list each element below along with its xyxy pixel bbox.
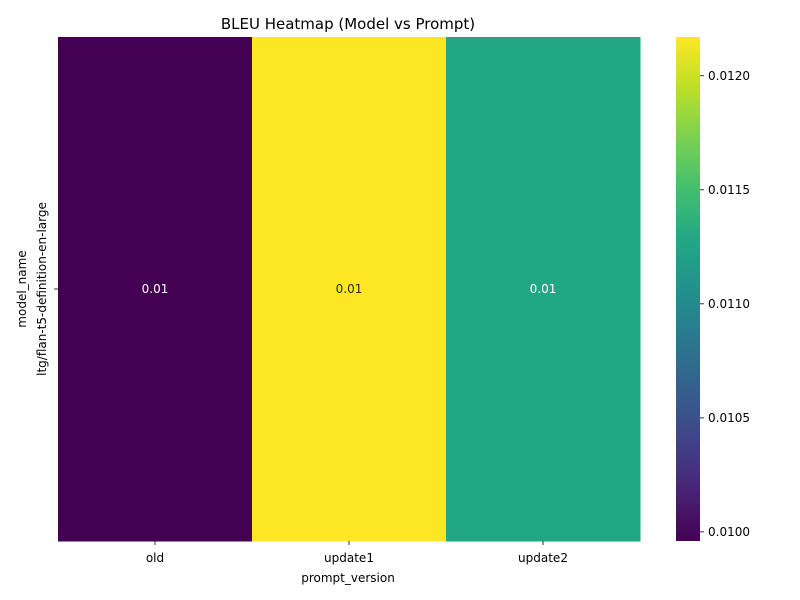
cell-annotation: 0.01 — [530, 282, 557, 296]
heatmap-cell — [252, 37, 447, 542]
chart-title: BLEU Heatmap (Model vs Prompt) — [221, 15, 475, 33]
colorbar-tick-label: 0.0115 — [708, 183, 750, 197]
x-axis-label: prompt_version — [301, 571, 395, 585]
y-axis: ltg/flan-t5-definition-en-large — [35, 202, 58, 376]
cell-annotations: 0.01 0.01 0.01 — [142, 282, 557, 296]
heatmap-cell — [446, 37, 641, 542]
x-tick-label: old — [146, 551, 164, 565]
heatmap-cell — [58, 37, 253, 542]
heatmap-cells — [58, 37, 641, 542]
x-tick-label: update2 — [518, 551, 568, 565]
y-axis-label: model_name — [15, 250, 29, 327]
colorbar — [676, 37, 700, 541]
colorbar-tick-label: 0.0100 — [708, 525, 750, 539]
colorbar-tick-label: 0.0120 — [708, 69, 750, 83]
colorbar-tick-label: 0.0105 — [708, 411, 750, 425]
cell-annotation: 0.01 — [336, 282, 363, 296]
colorbar-ticks: 0.0100 0.0105 0.0110 0.0115 0.0120 — [700, 69, 750, 539]
x-axis: old update1 update2 — [146, 541, 568, 565]
colorbar-tick-label: 0.0110 — [708, 297, 750, 311]
cell-annotation: 0.01 — [142, 282, 169, 296]
y-tick-label: ltg/flan-t5-definition-en-large — [35, 202, 49, 376]
x-tick-label: update1 — [324, 551, 374, 565]
